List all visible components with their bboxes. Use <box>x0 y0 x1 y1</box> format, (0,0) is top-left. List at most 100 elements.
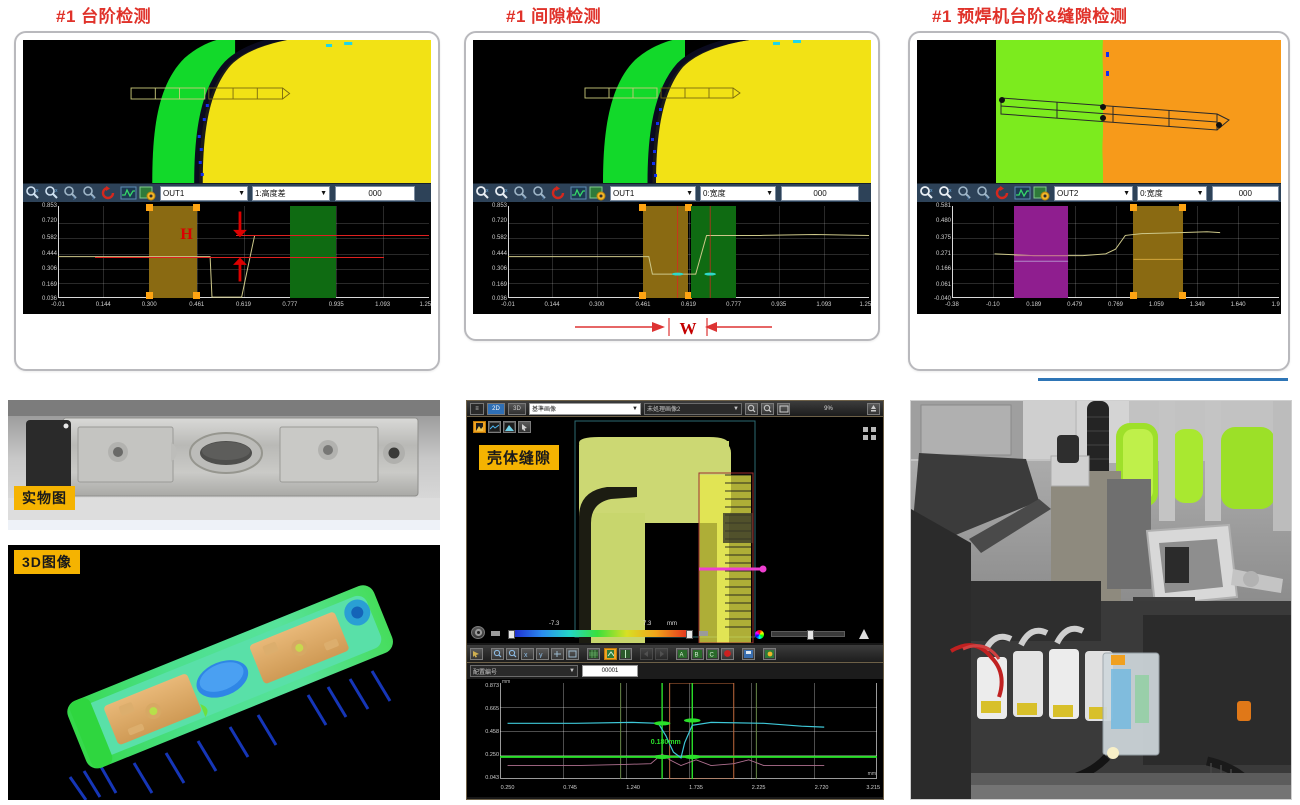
measure-window-1[interactable] <box>1014 206 1069 298</box>
pan-icon[interactable] <box>551 647 564 660</box>
colorbar-right-button[interactable] <box>699 631 708 636</box>
zoom-out-x-icon[interactable]: x <box>44 185 61 201</box>
settings-icon[interactable] <box>589 185 606 201</box>
region-handle[interactable] <box>145 292 153 299</box>
zoom-in-y-icon[interactable]: y <box>957 185 974 201</box>
region-handle[interactable] <box>639 204 647 211</box>
measure-window-2[interactable] <box>1133 206 1183 298</box>
region-handle[interactable] <box>193 292 201 299</box>
region-handle[interactable] <box>684 204 692 211</box>
view-3d-button[interactable]: 3D <box>508 402 526 415</box>
colorbar-slider-max[interactable] <box>686 630 693 639</box>
region-handle[interactable] <box>639 292 647 299</box>
zoom-out-x-icon[interactable]: x <box>938 185 955 201</box>
height-image-icon[interactable] <box>473 421 486 433</box>
next-profile-icon[interactable] <box>655 647 668 660</box>
height-map-view-1[interactable] <box>23 40 431 183</box>
settings-icon[interactable] <box>139 185 156 201</box>
settings-graph-icon[interactable] <box>763 647 776 660</box>
cursor-toggle-icon[interactable] <box>619 647 632 660</box>
gear-icon[interactable] <box>471 626 485 639</box>
reset-view-icon[interactable] <box>995 185 1012 201</box>
list-view-icon[interactable]: ≡ <box>470 402 484 415</box>
intensity-image-icon[interactable] <box>503 421 516 433</box>
colorbar-left-button[interactable] <box>491 631 500 636</box>
contrast-slider-thumb[interactable] <box>807 630 814 640</box>
waveform-icon[interactable] <box>1014 185 1031 201</box>
measure-c-icon[interactable]: C <box>706 647 719 660</box>
select-tool-icon[interactable] <box>470 647 483 660</box>
prev-profile-icon[interactable] <box>640 647 653 660</box>
measure-window-2[interactable] <box>690 206 737 298</box>
gradient-icon[interactable] <box>859 629 869 639</box>
output-select-1[interactable]: OUT1 ▼ <box>160 185 248 201</box>
record-icon[interactable] <box>721 647 734 660</box>
image-select-dropdown[interactable]: 基準画像 ▼ <box>529 402 641 415</box>
keyence-profile-graph[interactable]: 0.873 0.665 0.458 0.250 0.043 <box>467 679 883 797</box>
x-tick: 3.215 <box>866 785 881 791</box>
grid-toggle-icon[interactable] <box>587 647 600 660</box>
export-icon[interactable] <box>867 402 880 415</box>
profile-graph-2[interactable]: 0.853 0.720 0.582 0.444 0.306 0.169 0.03… <box>473 202 871 314</box>
zoom-out-x-icon[interactable]: x <box>494 185 511 201</box>
zoom-y-icon[interactable]: y <box>536 647 549 660</box>
region-handle[interactable] <box>193 204 201 211</box>
zoom-in-icon[interactable] <box>745 402 758 415</box>
profile-number-field[interactable]: 00001 <box>582 665 638 677</box>
mode-select-1[interactable]: 1:高度差 ▼ <box>252 185 330 201</box>
height-map-view-3[interactable] <box>917 40 1281 183</box>
zoom-x-icon[interactable]: x <box>521 647 534 660</box>
waveform-icon[interactable] <box>120 185 137 201</box>
palette-icon[interactable] <box>755 630 764 639</box>
y-tick: 0.169 <box>491 281 507 288</box>
settings-icon[interactable] <box>1033 185 1050 201</box>
zoom-in-x-icon[interactable]: x <box>919 185 936 201</box>
mode-select-3[interactable]: 0:宽度 ▼ <box>1137 185 1207 201</box>
profile-graph-3[interactable]: 0.581 0.480 0.375 0.271 0.166 0.061 -0.0… <box>917 202 1281 314</box>
output-select-2[interactable]: OUT1 ▼ <box>610 185 696 201</box>
zoom-out-icon[interactable] <box>761 402 774 415</box>
x-tick: 1.9 <box>1271 302 1280 308</box>
measure-a-icon[interactable]: A <box>676 647 689 660</box>
pointer-icon[interactable] <box>518 421 531 433</box>
reset-view-icon[interactable] <box>551 185 568 201</box>
output-select-3[interactable]: OUT2 ▼ <box>1054 185 1134 201</box>
reset-zoom-icon[interactable] <box>566 647 579 660</box>
colorbar-slider-min[interactable] <box>508 630 515 639</box>
y-tick: 0.250 <box>485 752 499 758</box>
measure-window-2[interactable] <box>289 206 337 298</box>
profile-graph-1[interactable]: 0.853 0.720 0.582 0.444 0.306 0.169 0.03… <box>23 202 431 314</box>
save-icon[interactable] <box>742 647 755 660</box>
region-handle[interactable] <box>1130 292 1138 299</box>
reset-view-icon[interactable] <box>101 185 118 201</box>
profile-graph-icon[interactable] <box>488 421 501 433</box>
region-handle[interactable] <box>1179 292 1187 299</box>
region-handle[interactable] <box>1130 204 1138 211</box>
profile-select-dropdown[interactable]: 配置編号 ▼ <box>470 665 578 677</box>
measure-window-1[interactable] <box>643 206 689 298</box>
region-handle[interactable] <box>684 292 692 299</box>
height-colorbar[interactable] <box>509 630 693 637</box>
view-2d-button[interactable]: 2D <box>487 402 505 415</box>
keyence-image-view[interactable]: 壳体缝隙 -7.3 7.3 mm <box>467 417 883 643</box>
measure-b-icon[interactable]: B <box>691 647 704 660</box>
region-handle[interactable] <box>1179 204 1187 211</box>
zoom-out-y-icon[interactable]: y <box>976 185 993 201</box>
measure-window-1[interactable] <box>149 206 197 298</box>
image-select-2-dropdown[interactable]: 未処理画像2 ▼ <box>644 402 742 415</box>
mode-select-2[interactable]: 0:宽度 ▼ <box>700 185 776 201</box>
fit-to-window-icon[interactable] <box>777 402 790 415</box>
zoom-in-y-icon[interactable]: y <box>63 185 80 201</box>
zoom-out-graph-icon[interactable] <box>506 647 519 660</box>
graph-3-x-axis: -0.38 -0.10 0.189 0.479 0.769 1.059 1.34… <box>945 302 1280 312</box>
zoom-out-y-icon[interactable]: y <box>532 185 549 201</box>
waveform-icon[interactable] <box>570 185 587 201</box>
zoom-in-y-icon[interactable]: y <box>513 185 530 201</box>
region-handle[interactable] <box>145 204 153 211</box>
height-map-view-2[interactable] <box>473 40 871 183</box>
zoom-in-x-icon[interactable]: x <box>475 185 492 201</box>
zoom-in-x-icon[interactable]: x <box>25 185 42 201</box>
measure-toggle-icon[interactable] <box>604 647 617 660</box>
zoom-in-graph-icon[interactable] <box>491 647 504 660</box>
zoom-out-y-icon[interactable]: y <box>82 185 99 201</box>
